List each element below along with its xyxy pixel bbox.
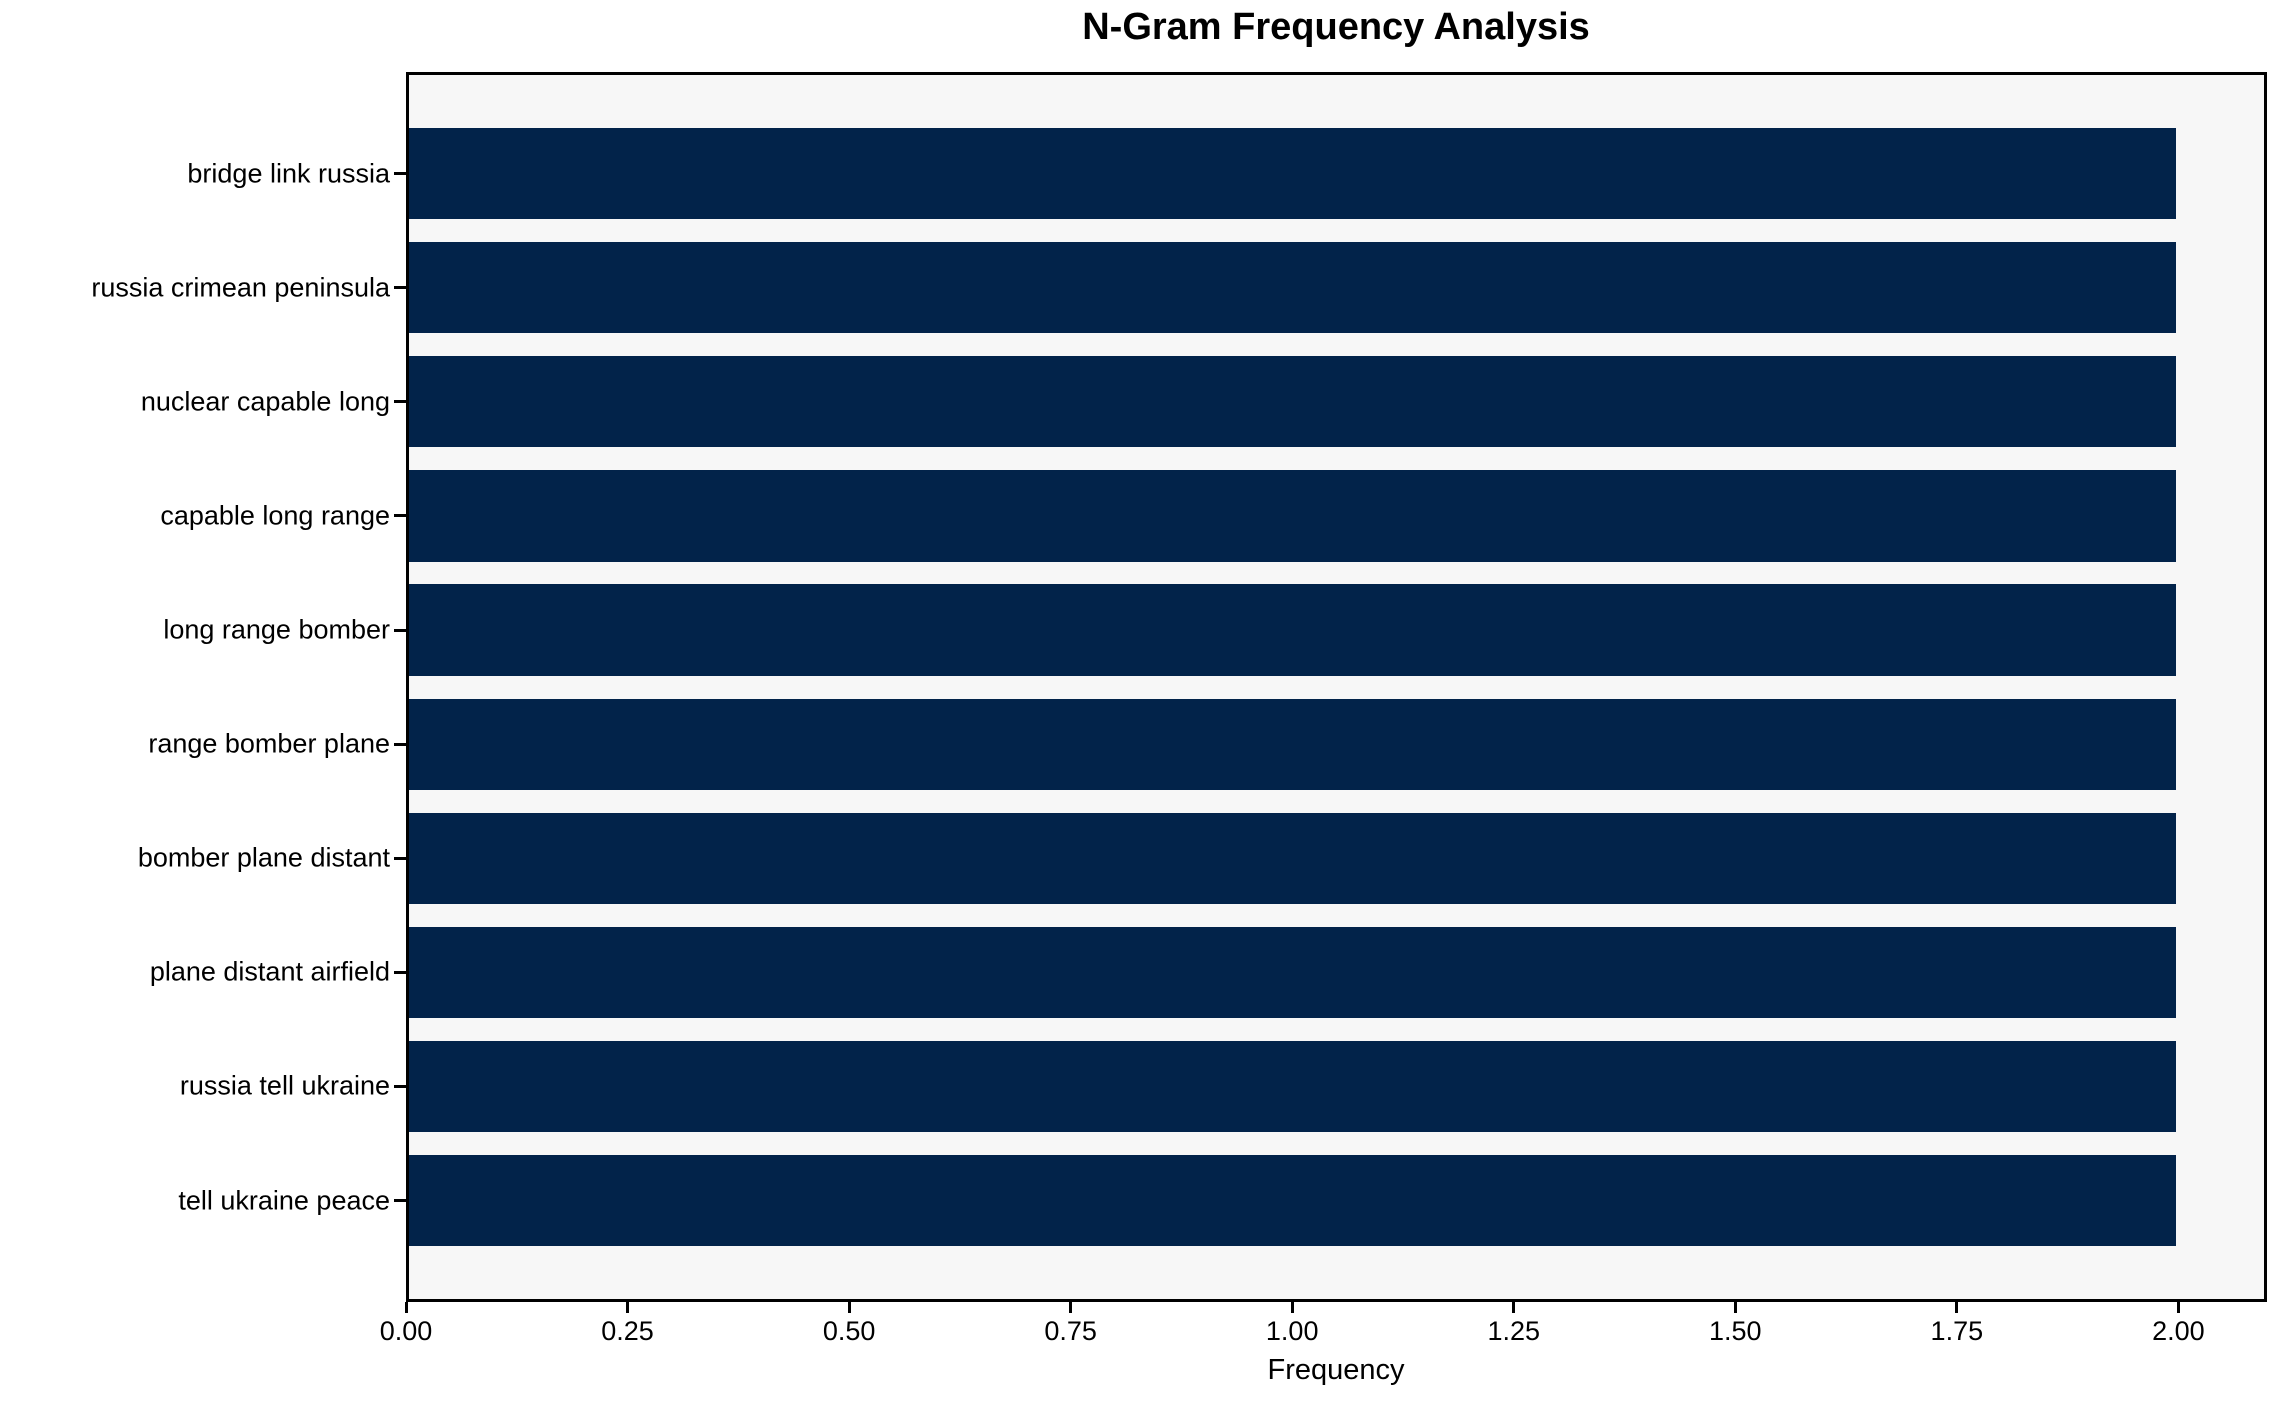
y-tick-mark xyxy=(394,400,406,404)
x-tick-mark xyxy=(1733,1302,1737,1313)
y-tick-mark xyxy=(394,628,406,632)
x-tick-mark xyxy=(1512,1302,1516,1313)
bar xyxy=(409,242,2176,334)
x-tick-mark xyxy=(1069,1302,1073,1313)
y-tick-mark xyxy=(394,172,406,176)
x-tick-label: 0.75 xyxy=(1044,1316,1097,1346)
y-tick-label: bridge link russia xyxy=(187,158,390,189)
x-tick-label: 1.25 xyxy=(1487,1316,1541,1346)
y-tick-label: russia tell ukraine xyxy=(179,1070,390,1101)
y-tick-label: long range bomber xyxy=(163,614,390,645)
x-tick-label: 1.75 xyxy=(1930,1316,1984,1346)
x-tick-mark xyxy=(847,1302,851,1313)
y-tick-label: plane distant airfield xyxy=(149,956,390,987)
y-tick-mark xyxy=(394,286,406,290)
chart-title: N-Gram Frequency Analysis xyxy=(1082,6,1590,48)
x-tick-mark xyxy=(404,1302,408,1313)
bar xyxy=(409,698,2176,790)
bar xyxy=(409,926,2176,1018)
x-axis-label: Frequency xyxy=(1267,1354,1405,1386)
y-tick-label: nuclear capable long xyxy=(140,386,390,417)
bar xyxy=(409,1154,2176,1247)
x-tick-mark xyxy=(2176,1302,2180,1313)
x-tick-mark xyxy=(1955,1302,1959,1313)
y-tick-mark xyxy=(394,970,406,974)
x-tick-label: 0.25 xyxy=(601,1316,654,1346)
y-tick-mark xyxy=(394,1199,406,1203)
y-tick-mark xyxy=(394,514,406,518)
bar xyxy=(409,356,2176,448)
bar xyxy=(409,470,2176,562)
y-tick-label: bomber plane distant xyxy=(137,842,390,873)
y-tick-label: russia crimean peninsula xyxy=(91,272,390,303)
y-tick-label: capable long range xyxy=(160,500,390,531)
bar xyxy=(409,584,2176,676)
plot-area xyxy=(406,72,2267,1302)
y-tick-mark xyxy=(394,742,406,746)
y-tick-label: tell ukraine peace xyxy=(178,1185,390,1216)
bar xyxy=(409,812,2176,904)
bar xyxy=(409,128,2176,220)
y-tick-label: range bomber plane xyxy=(148,728,390,759)
x-tick-label: 1.50 xyxy=(1709,1316,1762,1346)
x-tick-label: 2.00 xyxy=(2152,1316,2205,1346)
bar xyxy=(409,1040,2176,1133)
y-tick-mark xyxy=(394,1084,406,1088)
x-tick-label: 0.00 xyxy=(379,1316,433,1346)
x-tick-label: 1.00 xyxy=(1265,1316,1319,1346)
y-tick-mark xyxy=(394,856,406,860)
x-tick-label: 0.50 xyxy=(822,1316,876,1346)
x-tick-mark xyxy=(626,1302,630,1313)
x-tick-mark xyxy=(1290,1302,1294,1313)
